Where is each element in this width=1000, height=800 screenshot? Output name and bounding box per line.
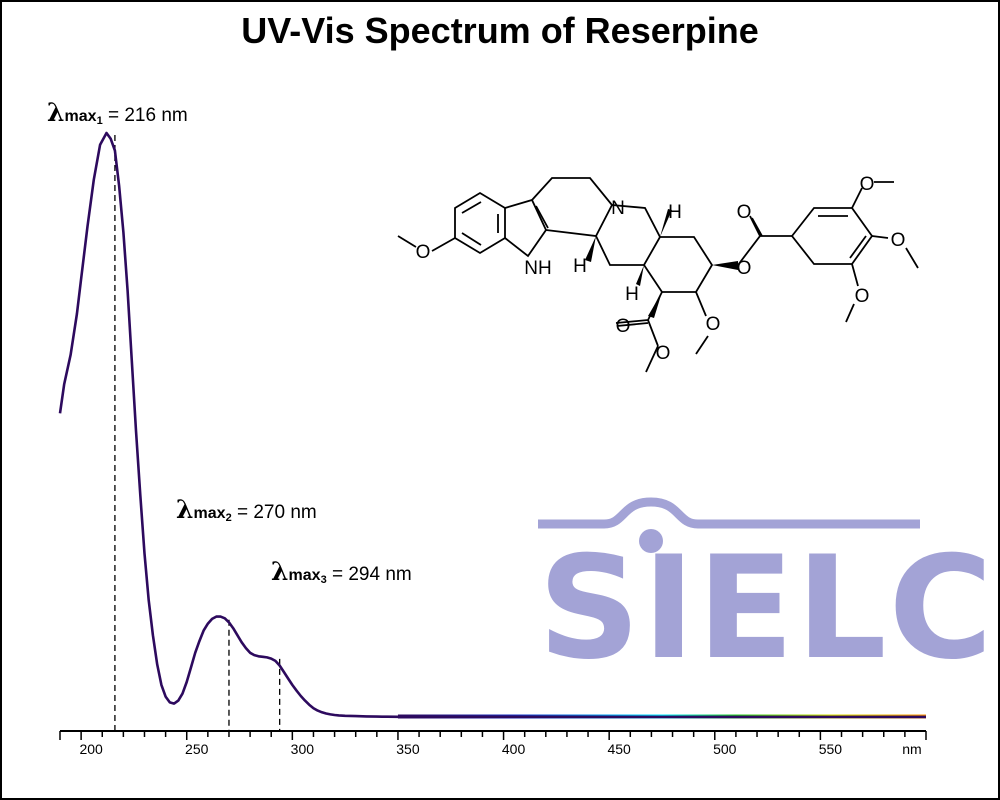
max-value: = 294 nm xyxy=(326,564,412,585)
atom-label: H xyxy=(625,284,639,305)
lambda-max-label-3: λmax3 = 294 nm xyxy=(271,557,412,586)
x-tick-label: 300 xyxy=(291,741,315,757)
lambda-max-label-1: λmax1 = 216 nm xyxy=(47,98,188,127)
atom-label: O xyxy=(891,230,906,251)
x-tick-label: 200 xyxy=(79,741,103,757)
lambda-symbol: λ xyxy=(271,557,289,586)
atom-label: H xyxy=(668,202,682,223)
atom-label: NH xyxy=(524,258,551,279)
atom-label: O xyxy=(656,343,671,364)
lambda-symbol: λ xyxy=(47,98,65,127)
x-unit-label: nm xyxy=(902,741,921,757)
max-index: 1 xyxy=(96,115,103,127)
max-index: 2 xyxy=(225,512,232,524)
reserpine-structure xyxy=(397,177,919,373)
lambda-symbol: λ xyxy=(176,495,194,524)
lambda-max-markers xyxy=(114,135,281,731)
atom-label: H xyxy=(573,256,587,277)
atom-label: O xyxy=(706,314,721,335)
max-text: max xyxy=(288,567,321,584)
max-text: max xyxy=(64,108,97,125)
atom-label: O xyxy=(616,316,631,337)
max-index: 3 xyxy=(320,574,327,586)
x-tick-label: 450 xyxy=(607,741,631,757)
atom-label: O xyxy=(860,174,875,195)
atom-label: O xyxy=(855,286,870,307)
x-tick-label: 400 xyxy=(502,741,526,757)
chart-title: UV-Vis Spectrum of Reserpine xyxy=(241,10,759,51)
max-value: = 270 nm xyxy=(231,502,317,523)
atom-label: N xyxy=(611,198,625,219)
x-tick-label: 250 xyxy=(185,741,209,757)
max-value: = 216 nm xyxy=(102,105,188,126)
x-tick-label: 500 xyxy=(713,741,737,757)
max-text: max xyxy=(193,505,226,522)
logo-arch xyxy=(538,497,920,529)
sielc-logo: SIELC xyxy=(538,497,995,691)
x-tick-label: 350 xyxy=(396,741,420,757)
lambda-max-label-2: λmax2 = 270 nm xyxy=(176,495,317,524)
atom-label: O xyxy=(737,258,752,279)
logo-i-dot xyxy=(639,529,663,553)
x-axis: 200 250 300 350 400 450 500 550 nm xyxy=(59,730,927,757)
x-tick-label: 550 xyxy=(819,741,843,757)
logo-text: SIELC xyxy=(538,526,995,691)
atom-label: O xyxy=(737,202,752,223)
atom-label: O xyxy=(416,242,431,263)
absorbance-series-line xyxy=(58,131,926,719)
